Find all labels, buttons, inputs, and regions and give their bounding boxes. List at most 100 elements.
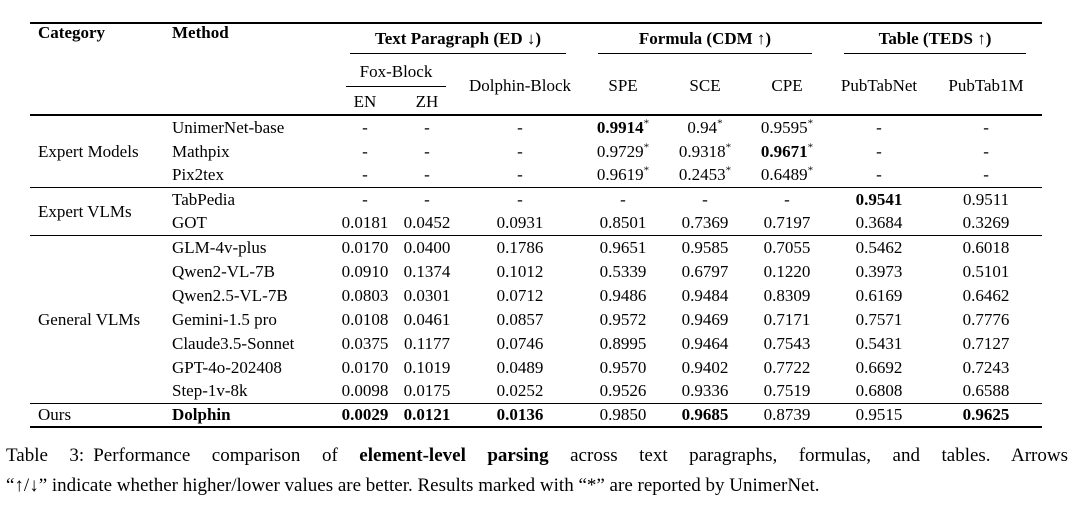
table-row: GOT 0.0181 0.0452 0.0931 0.8501 0.7369 0.7197 0… <box>30 211 1042 235</box>
value-text: 0.0252 <box>496 381 544 401</box>
value-cell: - <box>334 186 396 211</box>
value-cell: 0.9515 <box>828 402 931 428</box>
value-cell: 0.9570 <box>582 355 664 379</box>
value-text: 0.9402 <box>681 357 729 377</box>
table-row: Ours Dolphin 0.0029 0.0121 0.0136 0.9850 0.968… <box>30 402 1043 428</box>
value-cell: 0.7722 <box>746 355 828 379</box>
value-cell: 0.0910 <box>334 259 396 283</box>
value-cell: 0.9914* <box>582 114 665 139</box>
value-cell: 0.7197 <box>746 211 828 235</box>
category-column-header: Category <box>30 22 170 115</box>
caption-line-2: “↑/↓” indicate whether higher/lower valu… <box>6 475 820 496</box>
value-cell: 0.0181 <box>334 211 396 235</box>
value-text: - <box>517 189 523 209</box>
group-header-text-paragraph: Text Paragraph (ED ↓) <box>334 22 583 56</box>
value-text: 0.0746 <box>496 333 544 353</box>
value-cell: 0.9402 <box>664 355 746 379</box>
value-text: 0.8501 <box>599 213 647 233</box>
value-cell: 0.0098 <box>334 379 396 403</box>
value-cell: 0.0461 <box>396 307 458 331</box>
value-text: - <box>362 118 368 137</box>
value-text: - <box>983 118 989 137</box>
value-text: 0.9486 <box>599 285 647 305</box>
value-text: 0.0857 <box>496 309 544 329</box>
group-header-formula-label: Formula (CDM ↑) <box>598 24 813 54</box>
value-cell: 0.0029 <box>334 402 396 428</box>
value-text: 0.9570 <box>599 357 647 377</box>
fox-block-header: Fox-Block <box>334 56 458 89</box>
table-row: Pix2tex - - -0.9619* 0.2453* 0.6489* - - <box>30 163 1042 187</box>
value-cell: 0.7369 <box>664 211 746 235</box>
reported-by-unimernet-marker: * <box>643 164 650 177</box>
value-text: 0.1177 <box>403 333 451 353</box>
value-text: 0.0375 <box>341 333 389 353</box>
value-text: 0.94 <box>687 118 718 137</box>
value-cell: - <box>396 114 458 139</box>
value-text: 0.9729 <box>596 141 644 161</box>
value-text: - <box>876 165 882 185</box>
value-cell: 0.7171 <box>746 307 828 331</box>
value-text: 0.8739 <box>763 405 811 425</box>
value-cell: 0.0375 <box>334 331 396 355</box>
value-text: 0.9469 <box>681 309 729 329</box>
value-cell: 0.5462 <box>828 234 931 259</box>
value-text: 0.0400 <box>403 237 451 257</box>
value-text: 0.0489 <box>496 357 544 377</box>
value-cell: - <box>458 186 583 211</box>
value-cell: 0.3269 <box>930 211 1042 235</box>
value-cell: - <box>828 114 931 139</box>
value-text: 0.0712 <box>496 285 544 305</box>
value-text: - <box>362 189 368 209</box>
value-text: 0.1019 <box>403 357 451 377</box>
value-text: 0.9572 <box>599 309 647 329</box>
value-cell: - <box>930 139 1042 163</box>
value-text: 0.9619 <box>596 165 644 185</box>
value-text: 0.6808 <box>855 381 903 401</box>
zh-header: ZH <box>415 92 439 111</box>
value-cell: 0.0857 <box>458 307 582 331</box>
value-text: - <box>983 141 989 161</box>
method-cell: Qwen2-VL-7B <box>172 261 275 281</box>
value-cell: 0.9671* <box>746 139 828 163</box>
value-cell: 0.0452 <box>396 211 458 235</box>
value-cell: 0.1012 <box>458 259 582 283</box>
value-text: 0.3684 <box>855 213 903 233</box>
value-cell: 0.8739 <box>746 402 829 428</box>
value-cell: 0.1220 <box>746 259 828 283</box>
value-cell: 0.94* <box>664 114 747 139</box>
value-text: 0.0098 <box>341 381 389 401</box>
value-text: - <box>876 118 882 137</box>
header-row-groups: Category Method Text Paragraph (ED ↓) Fo… <box>30 22 1043 115</box>
value-text: 0.3269 <box>962 213 1010 233</box>
value-cell: 0.0301 <box>396 283 458 307</box>
value-text: 0.1786 <box>496 237 544 257</box>
method-cell: GOT <box>172 213 207 233</box>
value-text: 0.7722 <box>763 357 811 377</box>
method-cell: Qwen2.5-VL-7B <box>172 285 288 305</box>
value-text: 0.7127 <box>962 333 1010 353</box>
value-text: 0.8309 <box>763 285 811 305</box>
fox-block-header-label: Fox-Block <box>346 58 446 87</box>
value-cell: 0.0252 <box>458 379 582 403</box>
value-cell: 0.9850 <box>582 402 665 428</box>
en-header: EN <box>353 92 377 111</box>
pubtabnet-header: PubTabNet <box>840 75 918 95</box>
reported-by-unimernet-marker: * <box>643 117 650 130</box>
value-cell: 0.6808 <box>828 379 930 403</box>
value-cell: - <box>828 163 930 187</box>
results-table: Category Method Text Paragraph (ED ↓) Fo… <box>30 22 1043 428</box>
value-text: 0.9511 <box>962 189 1010 209</box>
value-cell: 0.6588 <box>930 379 1042 403</box>
value-text: 0.7369 <box>681 213 729 233</box>
value-text: 0.5462 <box>855 237 903 257</box>
value-cell: 0.0121 <box>396 402 458 428</box>
value-text: 0.6169 <box>855 285 903 305</box>
value-cell: - <box>664 186 747 211</box>
caption-text: Performance comparison of <box>93 445 338 466</box>
value-text: 0.0175 <box>403 381 451 401</box>
value-cell: 0.9511 <box>930 186 1043 211</box>
value-cell: 0.5431 <box>828 331 930 355</box>
results-table-body: Expert Models UnimerNet-base - - -0.9914* 0.9… <box>30 114 1043 428</box>
pubtab1m-header: PubTab1M <box>948 75 1024 95</box>
value-cell: - <box>396 163 458 187</box>
